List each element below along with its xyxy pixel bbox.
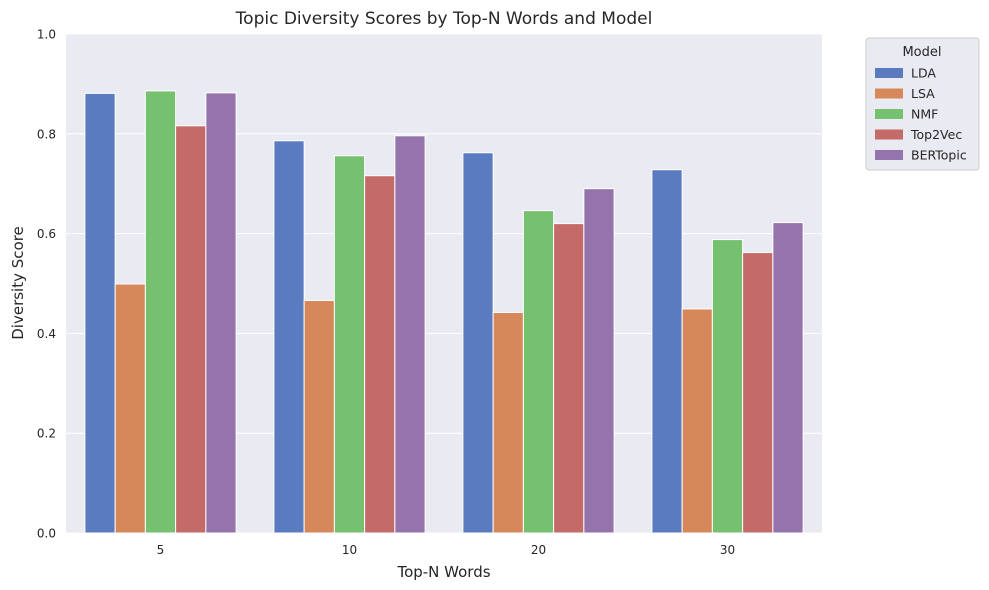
- y-tick-label: 0.2: [37, 427, 56, 441]
- legend-swatch: [875, 109, 903, 119]
- x-tick-label: 20: [531, 543, 546, 557]
- y-tick-label: 0.0: [37, 527, 56, 541]
- bar-lda-30: [651, 169, 683, 534]
- legend-title: Model: [902, 45, 941, 60]
- legend-label: LDA: [911, 66, 936, 81]
- y-tick-label: 0.8: [37, 127, 56, 141]
- bar-lda-5: [84, 92, 116, 534]
- y-tick-label: 0.6: [37, 227, 56, 241]
- y-tick-labels: 0.0 0.2 0.4 0.6 0.8 1.0: [37, 28, 56, 541]
- legend-swatch: [875, 129, 903, 140]
- bar-top2vec-20: [553, 223, 585, 534]
- x-tick-label: 5: [157, 543, 165, 557]
- legend-swatch: [875, 88, 903, 99]
- bar-lsa-30: [681, 308, 713, 534]
- bar-top2vec-10: [364, 175, 396, 534]
- bar-bertopic-5: [205, 92, 237, 534]
- bar-top2vec-30: [742, 252, 774, 534]
- bars: [84, 90, 804, 534]
- bar-lsa-10: [303, 299, 335, 534]
- bar-lda-20: [462, 152, 494, 534]
- bar-nmf-20: [522, 210, 555, 534]
- x-axis-label: Top-N Words: [396, 563, 490, 581]
- chart-title: Topic Diversity Scores by Top-N Words an…: [235, 9, 653, 29]
- legend-label: BERTopic: [911, 148, 967, 163]
- legend: Model LDA LSA NMF Top2Vec BERTopic: [865, 37, 980, 171]
- bar-nmf-30: [711, 239, 744, 534]
- y-tick-label: 1.0: [37, 28, 56, 42]
- y-tick-label: 0.4: [37, 327, 56, 341]
- bar-lda-10: [273, 140, 305, 534]
- bar-bertopic-10: [394, 135, 426, 534]
- legend-swatch: [875, 68, 903, 78]
- x-tick-label: 30: [720, 543, 735, 557]
- bar-lsa-20: [492, 311, 524, 534]
- bar-bertopic-20: [583, 188, 615, 534]
- x-tick-label: 10: [342, 543, 357, 557]
- legend-label: Top2Vec: [910, 127, 962, 142]
- bar-nmf-10: [333, 155, 366, 534]
- legend-label: LSA: [911, 86, 935, 101]
- x-tick-labels: 5 10 20 30: [157, 543, 735, 557]
- legend-label: NMF: [911, 107, 938, 122]
- y-axis-label: Diversity Score: [9, 226, 27, 340]
- bar-nmf-5: [144, 90, 177, 534]
- bar-lsa-5: [114, 283, 146, 534]
- bar-bertopic-30: [772, 222, 804, 534]
- legend-swatch: [875, 150, 903, 160]
- bar-top2vec-5: [175, 125, 207, 534]
